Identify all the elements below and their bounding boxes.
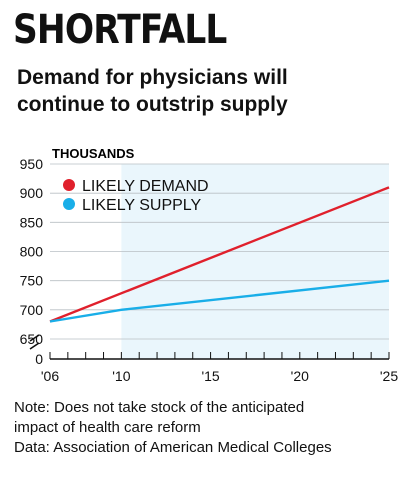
legend: LIKELY DEMAND LIKELY SUPPLY	[63, 178, 209, 214]
y-tick-label: 850	[20, 214, 44, 230]
legend-marker	[63, 179, 75, 191]
y-tick-label: 950	[20, 156, 44, 172]
x-tick-label: '10	[112, 368, 130, 384]
gridlines	[50, 163, 389, 340]
y-tick-label: 650	[20, 331, 44, 347]
series-line-demand	[49, 186, 390, 323]
subtitle-line-2: continue to outstrip supply	[17, 93, 288, 116]
note-line-1: Note: Does not take stock of the anticip…	[14, 399, 305, 416]
y-tick-label: 750	[20, 273, 44, 289]
x-tick-label: '25	[380, 368, 398, 384]
y-tick-label: 900	[20, 185, 44, 201]
x-tick-label: '15	[201, 368, 219, 384]
x-tick-label: '20	[291, 368, 309, 384]
subtitle-line-1: Demand for physicians will	[17, 66, 288, 89]
axis-break-mark	[29, 334, 40, 350]
y-tick-labels: 950 900 850 800 750 700 650 0	[20, 156, 44, 367]
y-tick-label: 700	[20, 302, 44, 318]
source-note: Data: Association of American Medical Co…	[14, 439, 332, 456]
series-lines	[49, 186, 390, 323]
series-line-supply	[49, 279, 390, 323]
y-axis-unit-label: THOUSANDS	[52, 146, 135, 161]
legend-label: LIKELY DEMAND	[82, 178, 209, 195]
shaded-projection-region	[121, 164, 390, 359]
note-line-2: impact of health care reform	[14, 419, 201, 436]
x-tick-label: '06	[41, 368, 59, 384]
y-tick-label: 0	[35, 351, 43, 367]
chart-subtitle: Demand for physicians will continue to o…	[17, 64, 288, 118]
legend-label: LIKELY SUPPLY	[82, 197, 202, 214]
x-axis: '06 '10 '15 '20 '25	[29, 334, 398, 384]
legend-marker	[63, 198, 75, 210]
chart-title: SHORTFALL	[13, 7, 227, 53]
notes: Note: Does not take stock of the anticip…	[14, 398, 332, 458]
y-tick-label: 800	[20, 244, 44, 260]
